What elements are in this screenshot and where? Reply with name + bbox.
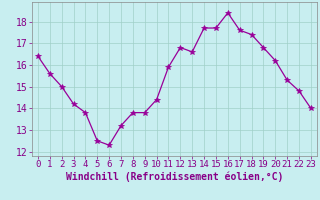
X-axis label: Windchill (Refroidissement éolien,°C): Windchill (Refroidissement éolien,°C) bbox=[66, 172, 283, 182]
